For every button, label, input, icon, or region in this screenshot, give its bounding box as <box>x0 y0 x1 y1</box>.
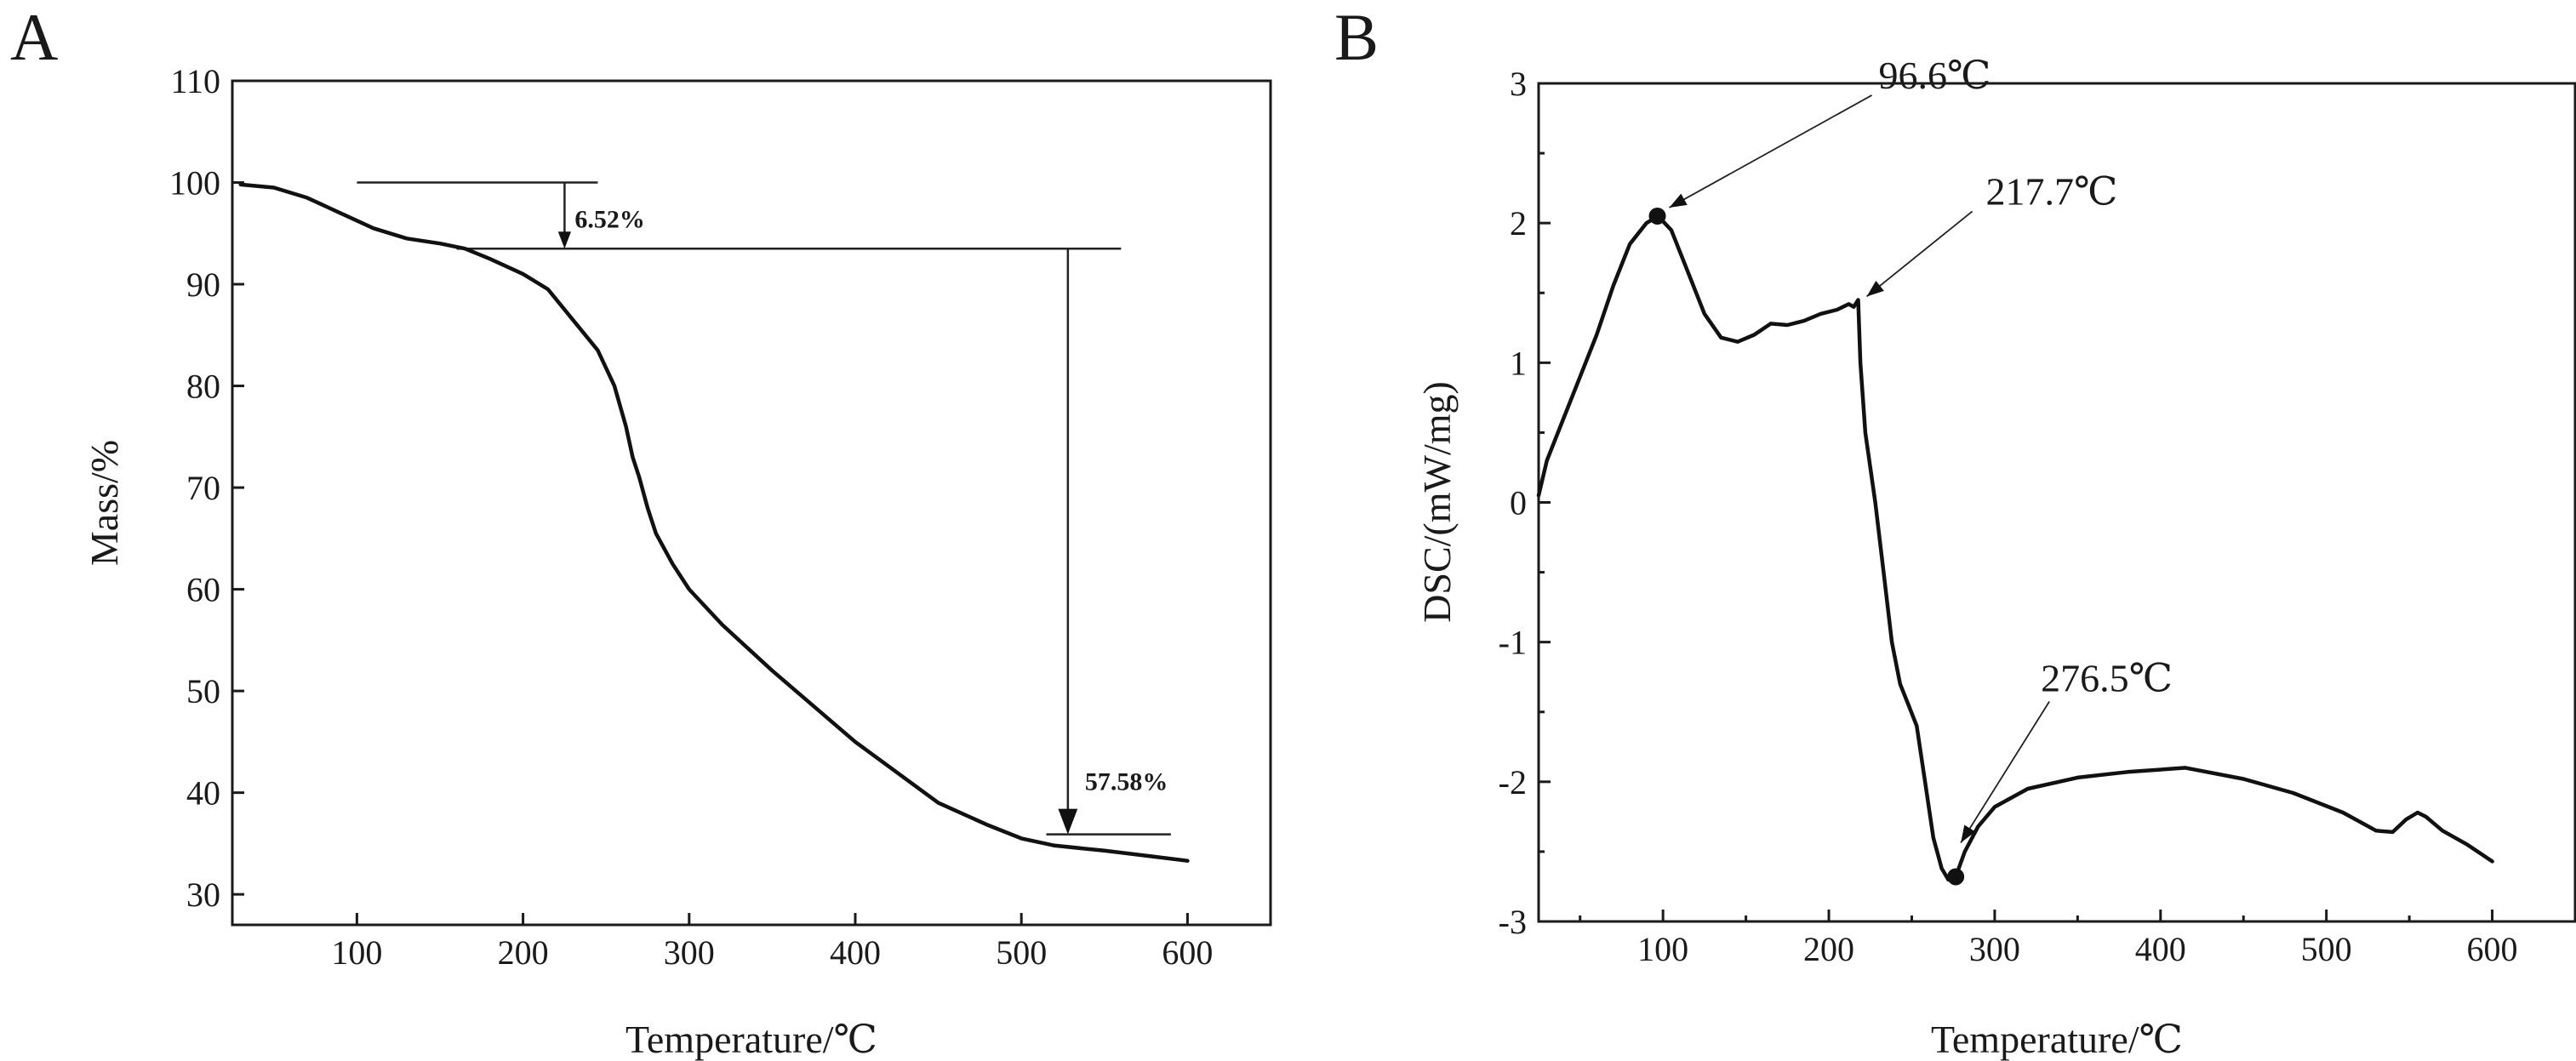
panel-b-y-tick-label: 2 <box>1510 204 1527 242</box>
panel-b-x-tick-label: 100 <box>1637 930 1688 968</box>
peak-marker-0 <box>1648 207 1666 225</box>
panel-b-x-tick-label: 300 <box>1969 930 2020 968</box>
mass-loss-arrowhead-2 <box>1058 808 1078 835</box>
panel-a-y-tick-label: 110 <box>170 62 220 100</box>
panel-b-y-tick-label: 1 <box>1510 344 1527 382</box>
peak-pointer-1 <box>1865 210 1973 298</box>
panel-a-y-tick-label: 70 <box>186 469 220 507</box>
panel-a-x-tick-label: 500 <box>996 933 1047 972</box>
panel-a-y-tick-label: 40 <box>186 774 220 813</box>
mass-loss-label-1: 6.52% <box>574 205 645 233</box>
panel-b-ticks: 100 200 300 400 500 600 -3 -2 -1 0 1 2 3 <box>1499 65 2518 968</box>
panel-b-x-tick-label: 500 <box>2301 930 2352 968</box>
panel-b-y-tick-label: -1 <box>1499 624 1527 662</box>
panel-a-guides <box>357 181 1171 836</box>
panel-b-y-tick-label: 0 <box>1510 484 1527 522</box>
tg-curve <box>238 182 1190 863</box>
peak-pointer-head-2 <box>1961 824 1976 843</box>
panel-b-y-tick-label: -2 <box>1499 763 1527 801</box>
mass-loss-arrowhead-1 <box>557 231 571 249</box>
panel-a-y-tick-label: 80 <box>186 368 220 406</box>
panel-a-y-tick-label: 50 <box>186 672 220 710</box>
panel-b: B 100 200 300 400 500 600 -3 -2 -1 0 1 2 3 96.6℃ 217… <box>1334 0 2576 1061</box>
peak-pointer-2 <box>1960 700 2050 843</box>
dsc-curve <box>1536 214 2494 882</box>
panel-a-y-tick-label: 30 <box>186 876 220 914</box>
panel-a-y-tick-label: 60 <box>186 571 220 609</box>
peak-label-96: 96.6℃ <box>1879 54 1991 97</box>
panel-a-y-axis-title: Mass/% <box>83 440 126 566</box>
panel-a-y-tick-label: 100 <box>169 164 220 203</box>
panel-a-x-axis-title: Temperature/℃ <box>625 1018 877 1061</box>
peak-pointer-head-1 <box>1866 280 1884 297</box>
peak-label-217: 217.7℃ <box>1986 169 2118 213</box>
mass-loss-label-2: 57.58% <box>1085 768 1168 796</box>
panel-a: A 100 200 300 400 500 600 30 40 50 60 70 80 90 100 110… <box>10 0 1272 1061</box>
panel-b-y-tick-label: 3 <box>1510 65 1527 103</box>
panel-a-y-tick-label: 90 <box>186 265 220 304</box>
panel-a-ticks: 100 200 300 400 500 600 30 40 50 60 70 80 90 100 110 <box>169 62 1213 972</box>
panel-a-frame <box>231 79 1272 927</box>
panel-b-annotations <box>1648 94 2050 886</box>
peak-marker-2 <box>1947 868 1965 886</box>
panel-a-x-tick-label: 300 <box>664 933 715 972</box>
panel-b-x-tick-label: 600 <box>2467 930 2518 968</box>
panel-a-label: A <box>10 0 58 74</box>
panel-b-y-tick-label: -3 <box>1499 903 1527 941</box>
peak-pointer-head-0 <box>1669 193 1688 208</box>
panel-b-x-tick-label: 200 <box>1803 930 1854 968</box>
panel-b-x-axis-title: Temperature/℃ <box>1931 1018 2183 1061</box>
panel-b-x-tick-label: 400 <box>2135 930 2186 968</box>
panel-a-x-tick-label: 100 <box>331 933 382 972</box>
peak-pointer-0 <box>1669 94 1872 208</box>
panel-b-label: B <box>1334 0 1379 74</box>
panel-a-x-tick-label: 200 <box>498 933 549 972</box>
panel-a-x-tick-label: 400 <box>830 933 881 972</box>
peak-label-276: 276.5℃ <box>2041 656 2173 699</box>
panel-b-y-axis-title: DSC/(mW/mg) <box>1415 381 1459 623</box>
panel-a-x-tick-label: 600 <box>1162 933 1213 972</box>
